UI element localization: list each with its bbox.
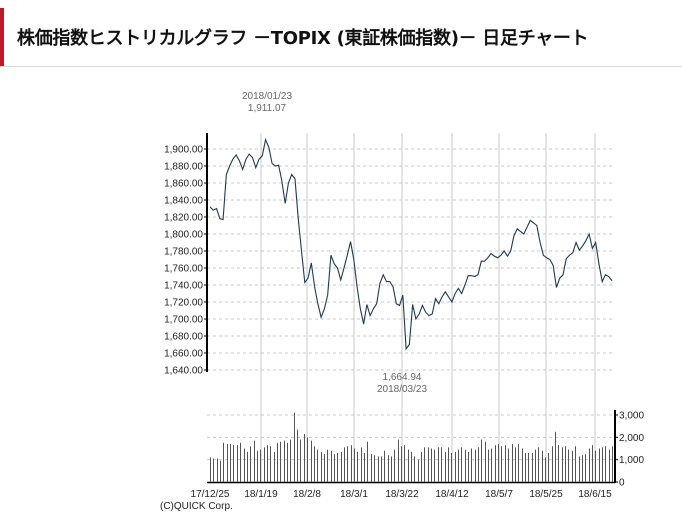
date-tick-label: 18/5/25 [529,489,563,500]
low-date-label: 2018/03/23 [377,384,427,395]
price-tick-label: 1,900.00 [164,145,203,156]
price-tick-label: 1,680.00 [164,332,203,343]
volume-tick-label: 0 [619,478,625,489]
price-tick-label: 1,760.00 [164,264,203,275]
axes: 1,900.00 1,880.00 1,860.00 1,840.00 1,820.00… [164,133,644,500]
volume-tick-label: 3,000 [619,411,644,422]
date-tick-label: 18/1/19 [244,489,278,500]
page-title: 株価指数ヒストリカルグラフ －TOPIX (東証株価指数)－ 日足チャート [17,28,589,49]
price-tick-label: 1,880.00 [164,162,203,173]
high-value-label: 1,911.07 [248,103,287,114]
price-tick-label: 1,660.00 [164,349,203,360]
price-tick-label: 1,720.00 [164,298,203,309]
date-tick-label: 17/12/25 [191,489,230,500]
date-tick-label: 18/3/22 [385,489,419,500]
low-value-label: 1,664.94 [383,372,422,383]
price-tick-label: 1,780.00 [164,247,203,258]
volume-bars [210,412,613,482]
volume-tick-label: 2,000 [619,433,644,444]
price-tick-label: 1,700.00 [164,315,203,326]
copyright: (C)QUICK Corp. [160,501,233,512]
high-date-label: 2018/01/23 [242,91,292,102]
grid [207,133,615,482]
price-line [209,137,613,351]
price-tick-label: 1,820.00 [164,213,203,224]
date-tick-label: 18/3/1 [340,489,368,500]
page-header: 株価指数ヒストリカルグラフ －TOPIX (東証株価指数)－ 日足チャート [0,8,682,67]
date-tick-label: 18/6/15 [578,489,612,500]
date-tick-label: 18/2/8 [293,489,321,500]
price-series-line [209,137,613,351]
price-tick-label: 1,640.00 [164,366,203,377]
volume-tick-label: 1,000 [619,455,644,466]
header-accent-bar [0,8,4,66]
price-tick-label: 1,860.00 [164,179,203,190]
date-tick-label: 18/4/12 [435,489,469,500]
date-tick-label: 18/5/7 [485,489,513,500]
price-tick-label: 1,840.00 [164,196,203,207]
price-tick-label: 1,800.00 [164,230,203,241]
price-tick-label: 1,740.00 [164,281,203,292]
